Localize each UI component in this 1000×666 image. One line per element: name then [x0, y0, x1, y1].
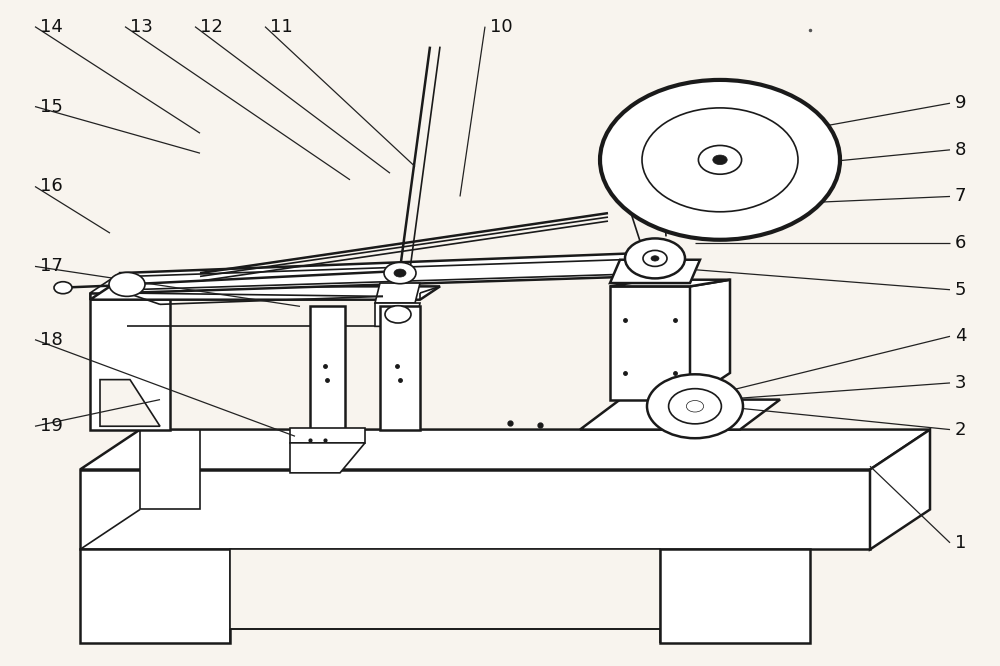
Polygon shape: [610, 260, 700, 283]
Text: 11: 11: [270, 17, 293, 36]
Text: 16: 16: [40, 177, 63, 196]
Polygon shape: [80, 430, 930, 470]
Text: 8: 8: [955, 141, 966, 159]
Text: 19: 19: [40, 417, 63, 436]
Polygon shape: [290, 443, 365, 473]
Circle shape: [625, 238, 685, 278]
Polygon shape: [90, 273, 200, 293]
Circle shape: [643, 250, 667, 266]
Polygon shape: [870, 430, 930, 549]
Polygon shape: [100, 380, 160, 426]
Polygon shape: [660, 549, 810, 643]
Polygon shape: [580, 400, 780, 430]
Polygon shape: [610, 286, 690, 400]
Circle shape: [384, 262, 416, 284]
Polygon shape: [140, 430, 200, 509]
Text: 7: 7: [955, 187, 966, 206]
Text: 17: 17: [40, 257, 63, 276]
Text: 2: 2: [955, 420, 966, 439]
Text: 15: 15: [40, 97, 63, 116]
Polygon shape: [230, 549, 660, 629]
Polygon shape: [380, 306, 420, 430]
Circle shape: [642, 108, 798, 212]
Polygon shape: [80, 549, 230, 643]
Polygon shape: [310, 306, 345, 430]
Circle shape: [698, 145, 742, 174]
Circle shape: [713, 155, 727, 165]
Circle shape: [651, 256, 659, 261]
Polygon shape: [120, 253, 640, 293]
Polygon shape: [90, 293, 170, 430]
Circle shape: [600, 80, 840, 240]
Text: 14: 14: [40, 17, 63, 36]
Circle shape: [686, 400, 704, 412]
Polygon shape: [80, 470, 870, 549]
Polygon shape: [90, 286, 440, 300]
Text: 4: 4: [955, 327, 966, 346]
Text: 12: 12: [200, 17, 223, 36]
Text: 5: 5: [955, 280, 966, 299]
Text: 10: 10: [490, 17, 513, 36]
Polygon shape: [375, 283, 420, 303]
Circle shape: [109, 272, 145, 296]
Polygon shape: [290, 428, 365, 443]
Circle shape: [385, 306, 411, 323]
Text: 6: 6: [955, 234, 966, 252]
Circle shape: [394, 269, 406, 277]
Circle shape: [669, 389, 721, 424]
Text: 9: 9: [955, 94, 966, 113]
Polygon shape: [690, 280, 730, 400]
Text: 3: 3: [955, 374, 966, 392]
Text: 1: 1: [955, 533, 966, 552]
Text: 18: 18: [40, 330, 63, 349]
Text: 13: 13: [130, 17, 153, 36]
Polygon shape: [375, 303, 420, 326]
Circle shape: [647, 374, 743, 438]
Polygon shape: [610, 280, 730, 286]
Circle shape: [54, 282, 72, 294]
